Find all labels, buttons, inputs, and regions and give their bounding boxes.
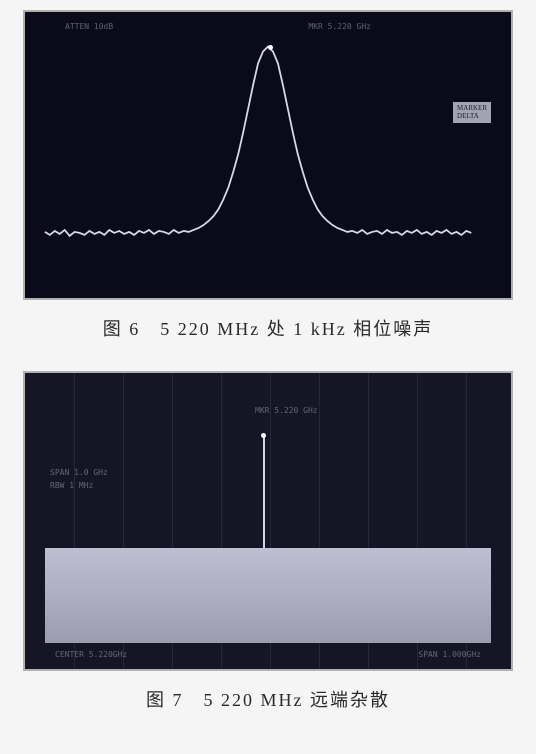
marker-label-2: DELTA <box>457 112 487 120</box>
scope-left-text-1: SPAN 1.0 GHz <box>50 468 108 477</box>
marker-label-1: MARKER <box>457 104 487 112</box>
scope-top-text: MKR 5.220 GHz <box>255 406 318 415</box>
figure-7: MKR 5.220 GHz SPAN 1.0 GHz RBW 1 MHz CEN… <box>10 371 526 712</box>
scope-bottom-left: CENTER 5.220GHz <box>55 650 127 659</box>
figure-6-caption: 图 6 5 220 MHz 处 1 kHz 相位噪声 <box>10 315 526 341</box>
figure-6: ATTEN 10dB MKR 5.220 GHz MARKER DELTA 图 … <box>10 10 526 341</box>
scope-left-text-2: RBW 1 MHz <box>50 481 93 490</box>
phase-noise-trace <box>25 12 511 298</box>
noise-floor-band <box>45 548 491 643</box>
spectrum-analyzer-screen-1: ATTEN 10dB MKR 5.220 GHz MARKER DELTA <box>23 10 513 300</box>
peak-marker-dot <box>268 45 273 50</box>
marker-delta-box: MARKER DELTA <box>453 102 491 123</box>
figure-7-caption: 图 7 5 220 MHz 远端杂散 <box>10 686 526 712</box>
carrier-spike <box>263 435 265 548</box>
scope-bottom-right: SPAN 1.000GHz <box>418 650 481 659</box>
spike-marker-dot <box>261 433 266 438</box>
spectrum-analyzer-screen-2: MKR 5.220 GHz SPAN 1.0 GHz RBW 1 MHz CEN… <box>23 371 513 671</box>
